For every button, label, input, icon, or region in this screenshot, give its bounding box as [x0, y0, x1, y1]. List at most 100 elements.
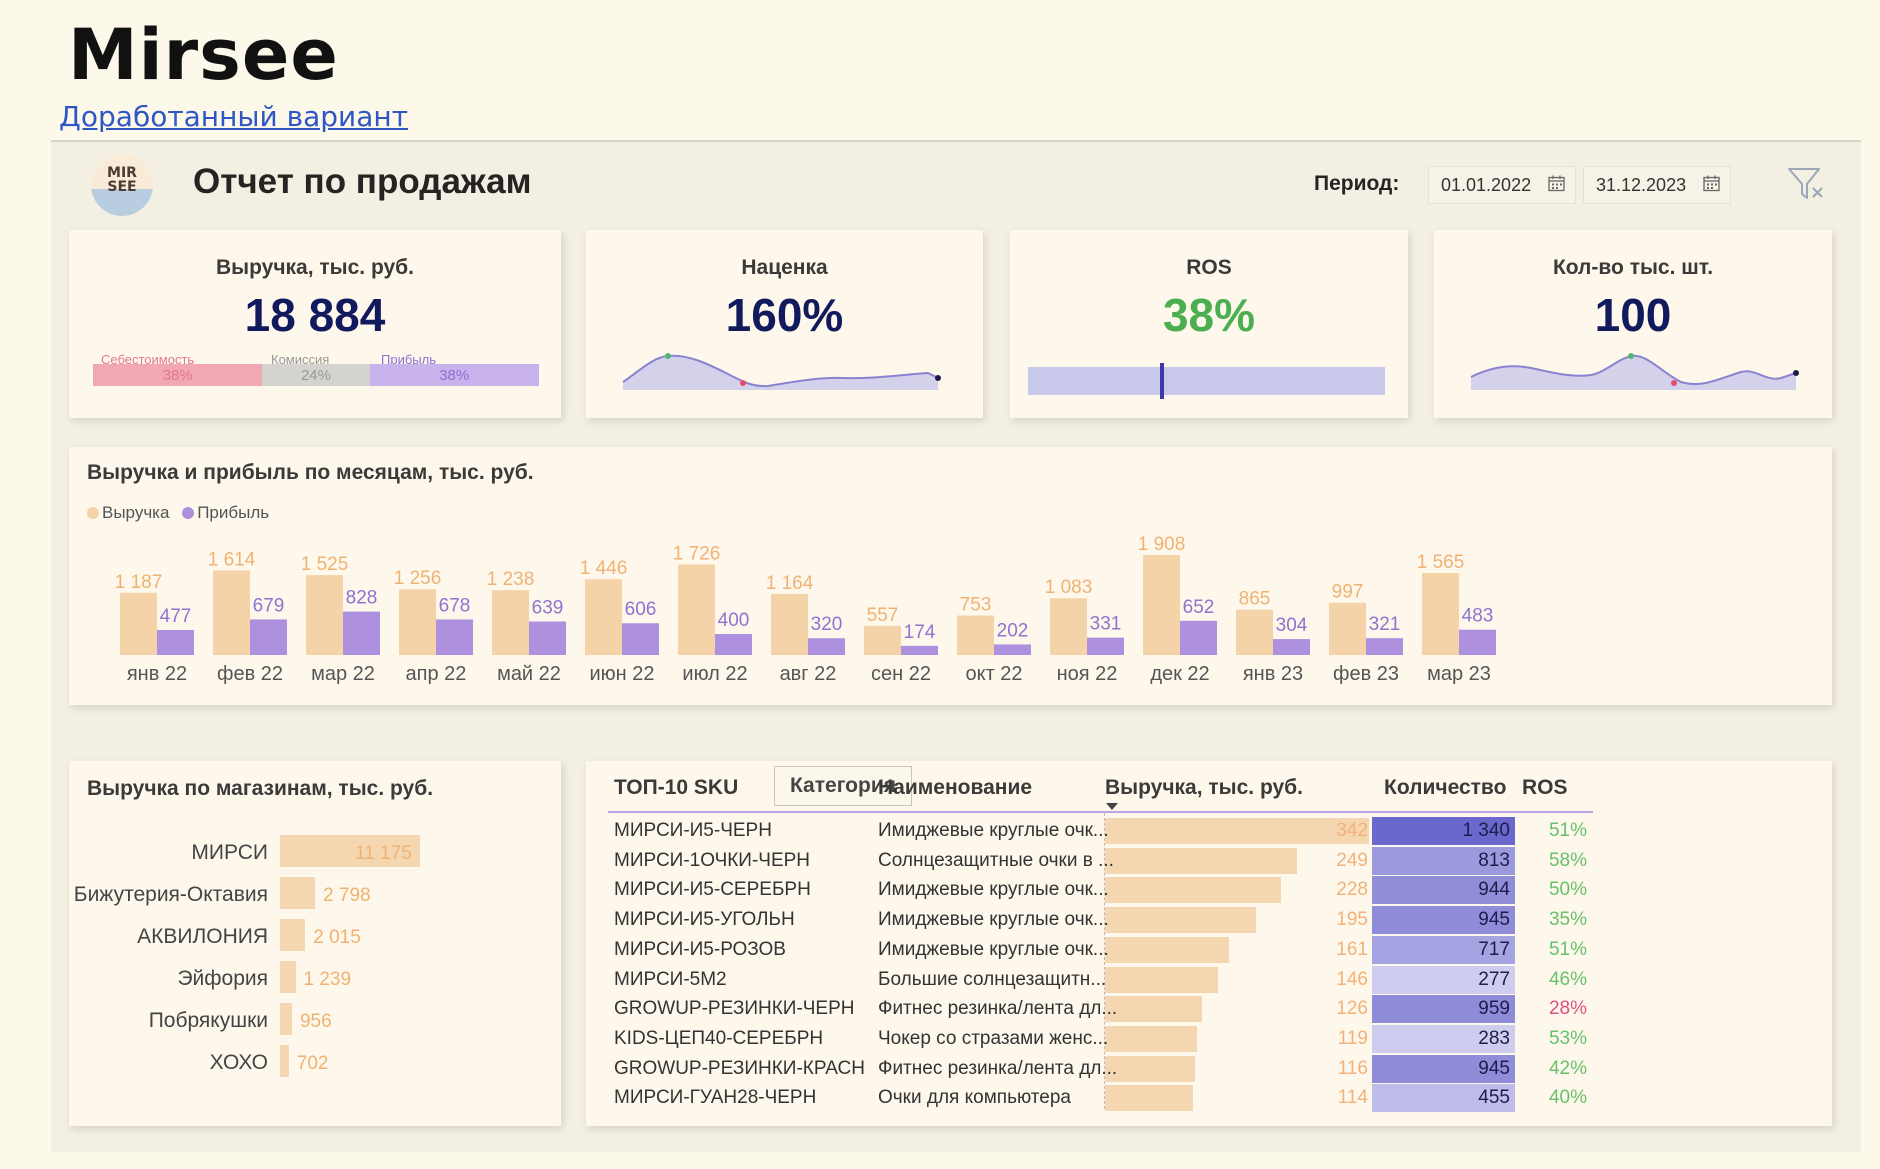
calendar-icon[interactable]	[1548, 175, 1565, 192]
profit-bar[interactable]	[994, 644, 1031, 655]
month-tick-label: окт 22	[965, 663, 1022, 685]
qty-cell: 959	[1478, 998, 1510, 1020]
sales-report: MIR SEE Отчет по продажам Период: 01.01.2…	[51, 140, 1861, 1152]
calendar-icon[interactable]	[1703, 175, 1720, 192]
revenue-bar[interactable]	[1329, 602, 1366, 655]
name-cell: Чокер со стразами женс...	[878, 1027, 1109, 1049]
column-header-name[interactable]: Наименование	[878, 776, 1033, 799]
profit-bar[interactable]	[1087, 637, 1124, 655]
profit-bar[interactable]	[529, 621, 566, 655]
month-tick-label: июл 22	[682, 663, 747, 685]
month-tick-label: сен 22	[871, 663, 931, 685]
qty-heat-cell	[1372, 876, 1515, 905]
revenue-bar[interactable]	[399, 589, 436, 655]
sku-cell: KIDS-ЦЕП40-СЕРЕБРН	[614, 1027, 824, 1049]
sku-cell: МИРСИ-И5-РОЗОВ	[614, 938, 786, 960]
store-bar[interactable]	[280, 1003, 292, 1035]
revenue-bar[interactable]	[306, 575, 343, 655]
revenue-data-label: 1 446	[580, 558, 628, 579]
table-row[interactable]: МИРСИ-1ОЧКИ-ЧЕРН Солнцезащитные очки в ..…	[586, 846, 1786, 876]
profit-bar[interactable]	[808, 638, 845, 655]
revenue-bar[interactable]	[957, 615, 994, 655]
table-row[interactable]: МИРСИ-ГУАН28-ЧЕРН Очки для компьютера 114 4…	[586, 1083, 1786, 1113]
table-row[interactable]: GROWUP-РЕЗИНКИ-КРАСН Фитнес резинка/лента…	[586, 1054, 1786, 1084]
profit-bar[interactable]	[343, 611, 380, 655]
revenue-bar[interactable]	[864, 625, 901, 655]
table-row[interactable]: МИРСИ-И5-ЧЕРН Имиджевые круглые очк... 342…	[586, 816, 1786, 846]
clear-filter-icon[interactable]	[1786, 166, 1826, 202]
qty-cell: 813	[1478, 849, 1510, 871]
table-row[interactable]: МИРСИ-И5-РОЗОВ Имиджевые круглые очк... 16…	[586, 935, 1786, 965]
revenue-bar[interactable]	[1050, 598, 1087, 655]
profit-data-label: 828	[346, 588, 378, 609]
store-bar[interactable]	[280, 877, 316, 909]
profit-bar[interactable]	[1180, 620, 1217, 655]
revenue-bar[interactable]	[120, 592, 157, 655]
qty-heat-cell	[1372, 965, 1515, 994]
revenue-bar[interactable]	[771, 593, 808, 655]
table-row[interactable]: МИРСИ-И5-СЕРЕБРН Имиджевые круглые очк...…	[586, 875, 1786, 905]
month-tick-label: янв 23	[1243, 663, 1303, 685]
profit-data-label: 174	[904, 622, 936, 643]
month-tick-label: май 22	[497, 663, 561, 685]
profit-segment: 38%	[369, 364, 539, 386]
table-row[interactable]: KIDS-ЦЕП40-СЕРЕБРН Чокер со стразами женс…	[586, 1024, 1786, 1054]
profit-data-label: 679	[253, 595, 285, 616]
revenue-data-label: 1 726	[673, 544, 721, 565]
kpi-qty-card: Кол-во тыс. шт. 100	[1434, 230, 1832, 418]
profit-bar[interactable]	[157, 630, 194, 655]
revenue-bar[interactable]	[1236, 609, 1273, 655]
store-bar[interactable]	[280, 961, 296, 993]
revenue-data-label: 557	[867, 605, 899, 626]
store-bar[interactable]	[280, 919, 306, 951]
profit-bar[interactable]	[436, 619, 473, 655]
date-to-field[interactable]: 31.12.2023	[1583, 166, 1731, 204]
profit-bar[interactable]	[901, 645, 938, 655]
profit-data-label: 304	[1276, 615, 1308, 636]
profit-bar[interactable]	[622, 623, 659, 655]
category-button[interactable]: Категория	[774, 766, 912, 806]
revenue-bar[interactable]	[213, 570, 250, 655]
revenue-data-label: 1 238	[487, 569, 535, 590]
column-header-ros[interactable]: ROS	[1522, 776, 1568, 799]
column-header-revenue[interactable]: Выручка, тыс. руб.	[1105, 776, 1303, 799]
qty-cell: 945	[1478, 909, 1510, 931]
revenue-bar[interactable]	[1422, 572, 1459, 655]
name-cell: Фитнес резинка/лента дл...	[878, 1057, 1118, 1079]
cost-segment: 38%	[93, 364, 263, 386]
revenue-bar[interactable]	[492, 590, 529, 655]
store-bar[interactable]	[280, 835, 420, 867]
profit-bar[interactable]	[1459, 629, 1496, 655]
mirsee-logo: MIR SEE	[91, 154, 153, 216]
store-bar[interactable]	[280, 1045, 289, 1077]
profit-bar[interactable]	[1366, 638, 1403, 655]
date-from-field[interactable]: 01.01.2022	[1428, 166, 1576, 204]
column-header-qty[interactable]: Количество	[1384, 776, 1507, 799]
logo-text: MIR SEE	[107, 165, 137, 195]
qty-cell: 455	[1478, 1087, 1510, 1109]
revenue-bar[interactable]	[1143, 555, 1180, 655]
qty-cell: 1 340	[1462, 820, 1510, 841]
ros-cell: 58%	[1548, 849, 1587, 871]
profit-bar[interactable]	[1273, 639, 1310, 655]
table-row[interactable]: МИРСИ-5М2 Большие солнцезащитн... 146 277 46…	[586, 965, 1786, 995]
legend-profit[interactable]: Прибыль	[182, 503, 269, 522]
table-row[interactable]: GROWUP-РЕЗИНКИ-ЧЕРН Фитнес резинка/лента …	[586, 994, 1786, 1024]
legend-revenue[interactable]: Выручка	[87, 503, 169, 522]
variant-link[interactable]: Доработанный вариант	[59, 100, 409, 133]
profit-data-label: 678	[439, 595, 471, 616]
kpi-revenue-title: Выручка, тыс. руб.	[216, 256, 414, 279]
revenue-bar[interactable]	[678, 564, 715, 655]
profit-data-label: 639	[532, 598, 564, 619]
sort-desc-icon[interactable]	[1105, 802, 1119, 811]
qty-cell: 717	[1478, 938, 1510, 960]
revenue-bar[interactable]	[585, 579, 622, 655]
profit-bar[interactable]	[715, 634, 752, 655]
revenue-data-label: 753	[960, 595, 992, 616]
store-label: Эйфория	[177, 967, 268, 990]
ros-cell: 53%	[1548, 1027, 1587, 1049]
profit-bar[interactable]	[250, 619, 287, 655]
table-row[interactable]: МИРСИ-И5-УГОЛЬН Имиджевые круглые очк... 1…	[586, 905, 1786, 935]
date-from-value: 01.01.2022	[1441, 175, 1532, 195]
profit-data-label: 477	[160, 606, 192, 627]
